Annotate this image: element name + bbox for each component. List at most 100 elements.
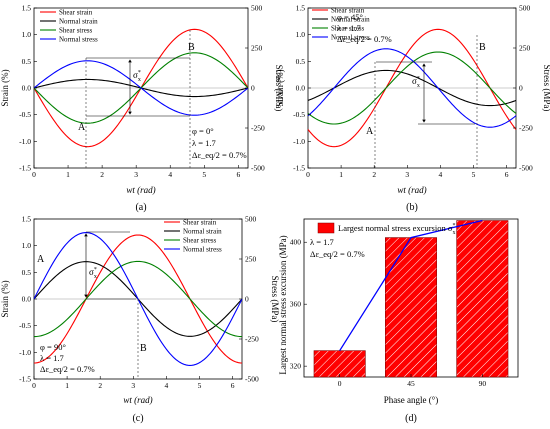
panel-a-xtick-label: 4: [168, 170, 172, 179]
panel-a-xtick-label: 5: [202, 170, 206, 179]
panel-c-sigma-text: σ* x: [89, 267, 97, 280]
panel-b-sigma-text: σ* x: [412, 76, 420, 89]
panel-b-series-shear-strain: [307, 28, 517, 148]
panel-b-series-normal-stress: [307, 48, 517, 128]
panel-d-legend-swatch: [317, 222, 335, 234]
panel-c-param-3: Δε_eq/2 = 0.7%: [40, 364, 95, 374]
panel-b-xtick-label: 6: [505, 170, 509, 179]
panel-c-ytick-right-label: 500: [245, 215, 257, 224]
panel-b-xlabel: wt (rad): [397, 185, 426, 195]
panel-a-chart: 0 1 2 3 4 5 6 -1.5 -1.0 -0.5 0.0 0.5 1.0 1.5 -500 -250 0…: [0, 4, 284, 214]
panel-a-ytick-left-label: -0.5: [19, 110, 31, 119]
panel-b-xtick-label: 0: [306, 170, 310, 179]
panel-a-xtick-label: 1: [66, 170, 70, 179]
panel-c-xtick-label: 2: [98, 381, 102, 390]
panel-b-xtick-label: 5: [472, 170, 476, 179]
panel-c-ytick-left-label: 1.0: [22, 241, 32, 250]
panel-a-ytick-left-label: 0.5: [22, 57, 32, 66]
panel-c-ytick-left-label: 0.0: [22, 295, 32, 304]
panel-c-ylabel-left: Strain (%): [0, 280, 10, 317]
panel-c-annotations: σ* x A B φ = 90° λ = 1.7 Δε_eq/2 = 0.7%: [37, 231, 147, 379]
panel-b-legend-entry: Shear stress: [331, 25, 365, 33]
panel-d-label: (d): [405, 413, 417, 424]
panel-a-xtick-label: 0: [32, 170, 36, 179]
panel-c-legend-entry: Shear strain: [183, 219, 217, 227]
panel-c-ytick-left-label: -1.0: [19, 348, 31, 357]
panel-a-annotations: σ* x A B φ = 0° λ = 1.7 Δε_eq/2 = 0.7%: [78, 30, 247, 168]
panel-a-legend-entry: Normal strain: [59, 18, 98, 26]
panel-a-param-3: Δε_eq/2 = 0.7%: [192, 150, 247, 160]
panel-d-xtick-label: 0: [338, 379, 342, 388]
panel-a-xlabel: wt (rad): [126, 185, 155, 195]
panel-c-ytick-left-label: 1.5: [22, 215, 32, 224]
panel-c-ytick-right-label: -500: [245, 375, 259, 384]
panel-d-param-1: λ = 1.7: [310, 237, 334, 247]
panel-c-point-a: A: [37, 254, 45, 265]
panel-c-xtick-label: 0: [32, 381, 36, 390]
panel-a-ytick-right-label: 0: [251, 84, 255, 93]
panel-a-ylabel-left: Strain (%): [0, 69, 10, 106]
panel-b-point-b: B: [479, 42, 486, 53]
panel-c-chart: 0 1 2 3 4 5 6 -1.5 -1.0 -0.5 0.0 0.5 1.0 1.5 -500 -250 0…: [0, 215, 280, 425]
panel-b-ytick-left-label: -1.5: [293, 164, 305, 173]
panel-c-xtick-label: 4: [165, 381, 169, 390]
panel-b-annotations: σ* x A B φ = 45° λ = 1.7 Δε_eq/2 = 0.7%: [337, 12, 486, 168]
panel-a-series-normal-stress: [33, 60, 249, 116]
panel-b-ytick-right-label: 250: [519, 44, 531, 53]
panel-d-legend: Largest normal stress excursion σ* x: [317, 222, 455, 236]
panel-d-legend-text: Largest normal stress excursion σ* x: [338, 223, 455, 236]
panel-a-legend-entry: Shear strain: [59, 9, 93, 17]
panel-b-xtick-label: 2: [372, 170, 376, 179]
panel-c-param-1: φ = 90°: [40, 342, 66, 352]
panel-c-xtick-label: 1: [65, 381, 69, 390]
panel-b-param-2: λ = 1.7: [337, 23, 361, 33]
panel-b-chart: 0 1 2 3 4 5 6 -1.5 -1.0 -0.5 0.0 0.5 1.0 1.5 -500 -250 0…: [275, 4, 550, 214]
panel-b-label: (b): [406, 202, 418, 213]
panel-d-trend-line: [339, 219, 483, 352]
panel-a-ytick-right-label: 500: [251, 4, 263, 13]
panel-c-series-shear-stress: [33, 260, 243, 338]
panel-a-param-1: φ = 0°: [192, 126, 214, 136]
panel-c-xtick-label: 5: [198, 381, 202, 390]
panel-a-xtick-label: 6: [236, 170, 240, 179]
panel-a-sigma-text: σ* x: [133, 70, 141, 83]
panel-a-ytick-left-label: 1.5: [22, 4, 32, 13]
panel-b-point-a: A: [366, 126, 374, 137]
panel-c-ytick-left-label: 0.5: [22, 268, 32, 277]
panel-c-ytick-left-label: -1.5: [19, 375, 31, 384]
panel-a-label: (a): [135, 202, 146, 213]
panel-a-point-b: B: [188, 42, 195, 53]
panel-c-ytick-right-label: 0: [245, 295, 249, 304]
panel-d-bar: [385, 237, 437, 378]
panel-d-xtick-label: 90: [479, 379, 487, 388]
panel-a-ytick-left-label: 1.0: [22, 30, 32, 39]
panel-c-ytick-right-label: 250: [245, 255, 257, 264]
panel-c-xtick-label: 3: [131, 381, 135, 390]
panel-b-xtick-label: 4: [439, 170, 443, 179]
panel-a-xtick-label: 2: [100, 170, 104, 179]
panel-b-ytick-left-label: -1.0: [293, 137, 305, 146]
panel-b-legend-entry: Normal stress: [331, 34, 370, 42]
panel-b-xtick-label: 3: [405, 170, 409, 179]
panel-a-param-2: λ = 1.7: [192, 138, 216, 148]
panel-d-bar: [313, 350, 366, 378]
panel-b-ytick-left-label: 1.0: [296, 30, 306, 39]
panel-a-ytick-right-label: 250: [251, 44, 263, 53]
panel-a-ytick-left-label: -1.0: [19, 137, 31, 146]
panel-a-ytick-right-label: -250: [251, 124, 265, 133]
panel-a-ytick-right-label: -500: [251, 164, 265, 173]
panel-b-ytick-right-label: 0: [519, 84, 523, 93]
panel-c-xlabel: wt (rad): [123, 395, 152, 405]
panel-b-series-normal-strain: [307, 69, 517, 107]
panel-d-ylabel: Largest normal stress excursion (MPa): [278, 235, 288, 374]
panel-b-legend-entry: Normal strain: [331, 16, 370, 24]
panel-d-bar: [456, 220, 509, 378]
panel-b-ytick-right-label: -500: [519, 164, 533, 173]
panel-d-ytick-label: 320: [290, 362, 302, 371]
panel-a-point-a: A: [78, 122, 86, 133]
panel-a-ytick-left-label: 0.0: [22, 84, 32, 93]
panel-d-xtick-label: 45: [407, 379, 415, 388]
panel-b-ylabel-right: Stress (MPa): [542, 65, 550, 112]
panel-b-ytick-left-label: 0.0: [296, 84, 306, 93]
